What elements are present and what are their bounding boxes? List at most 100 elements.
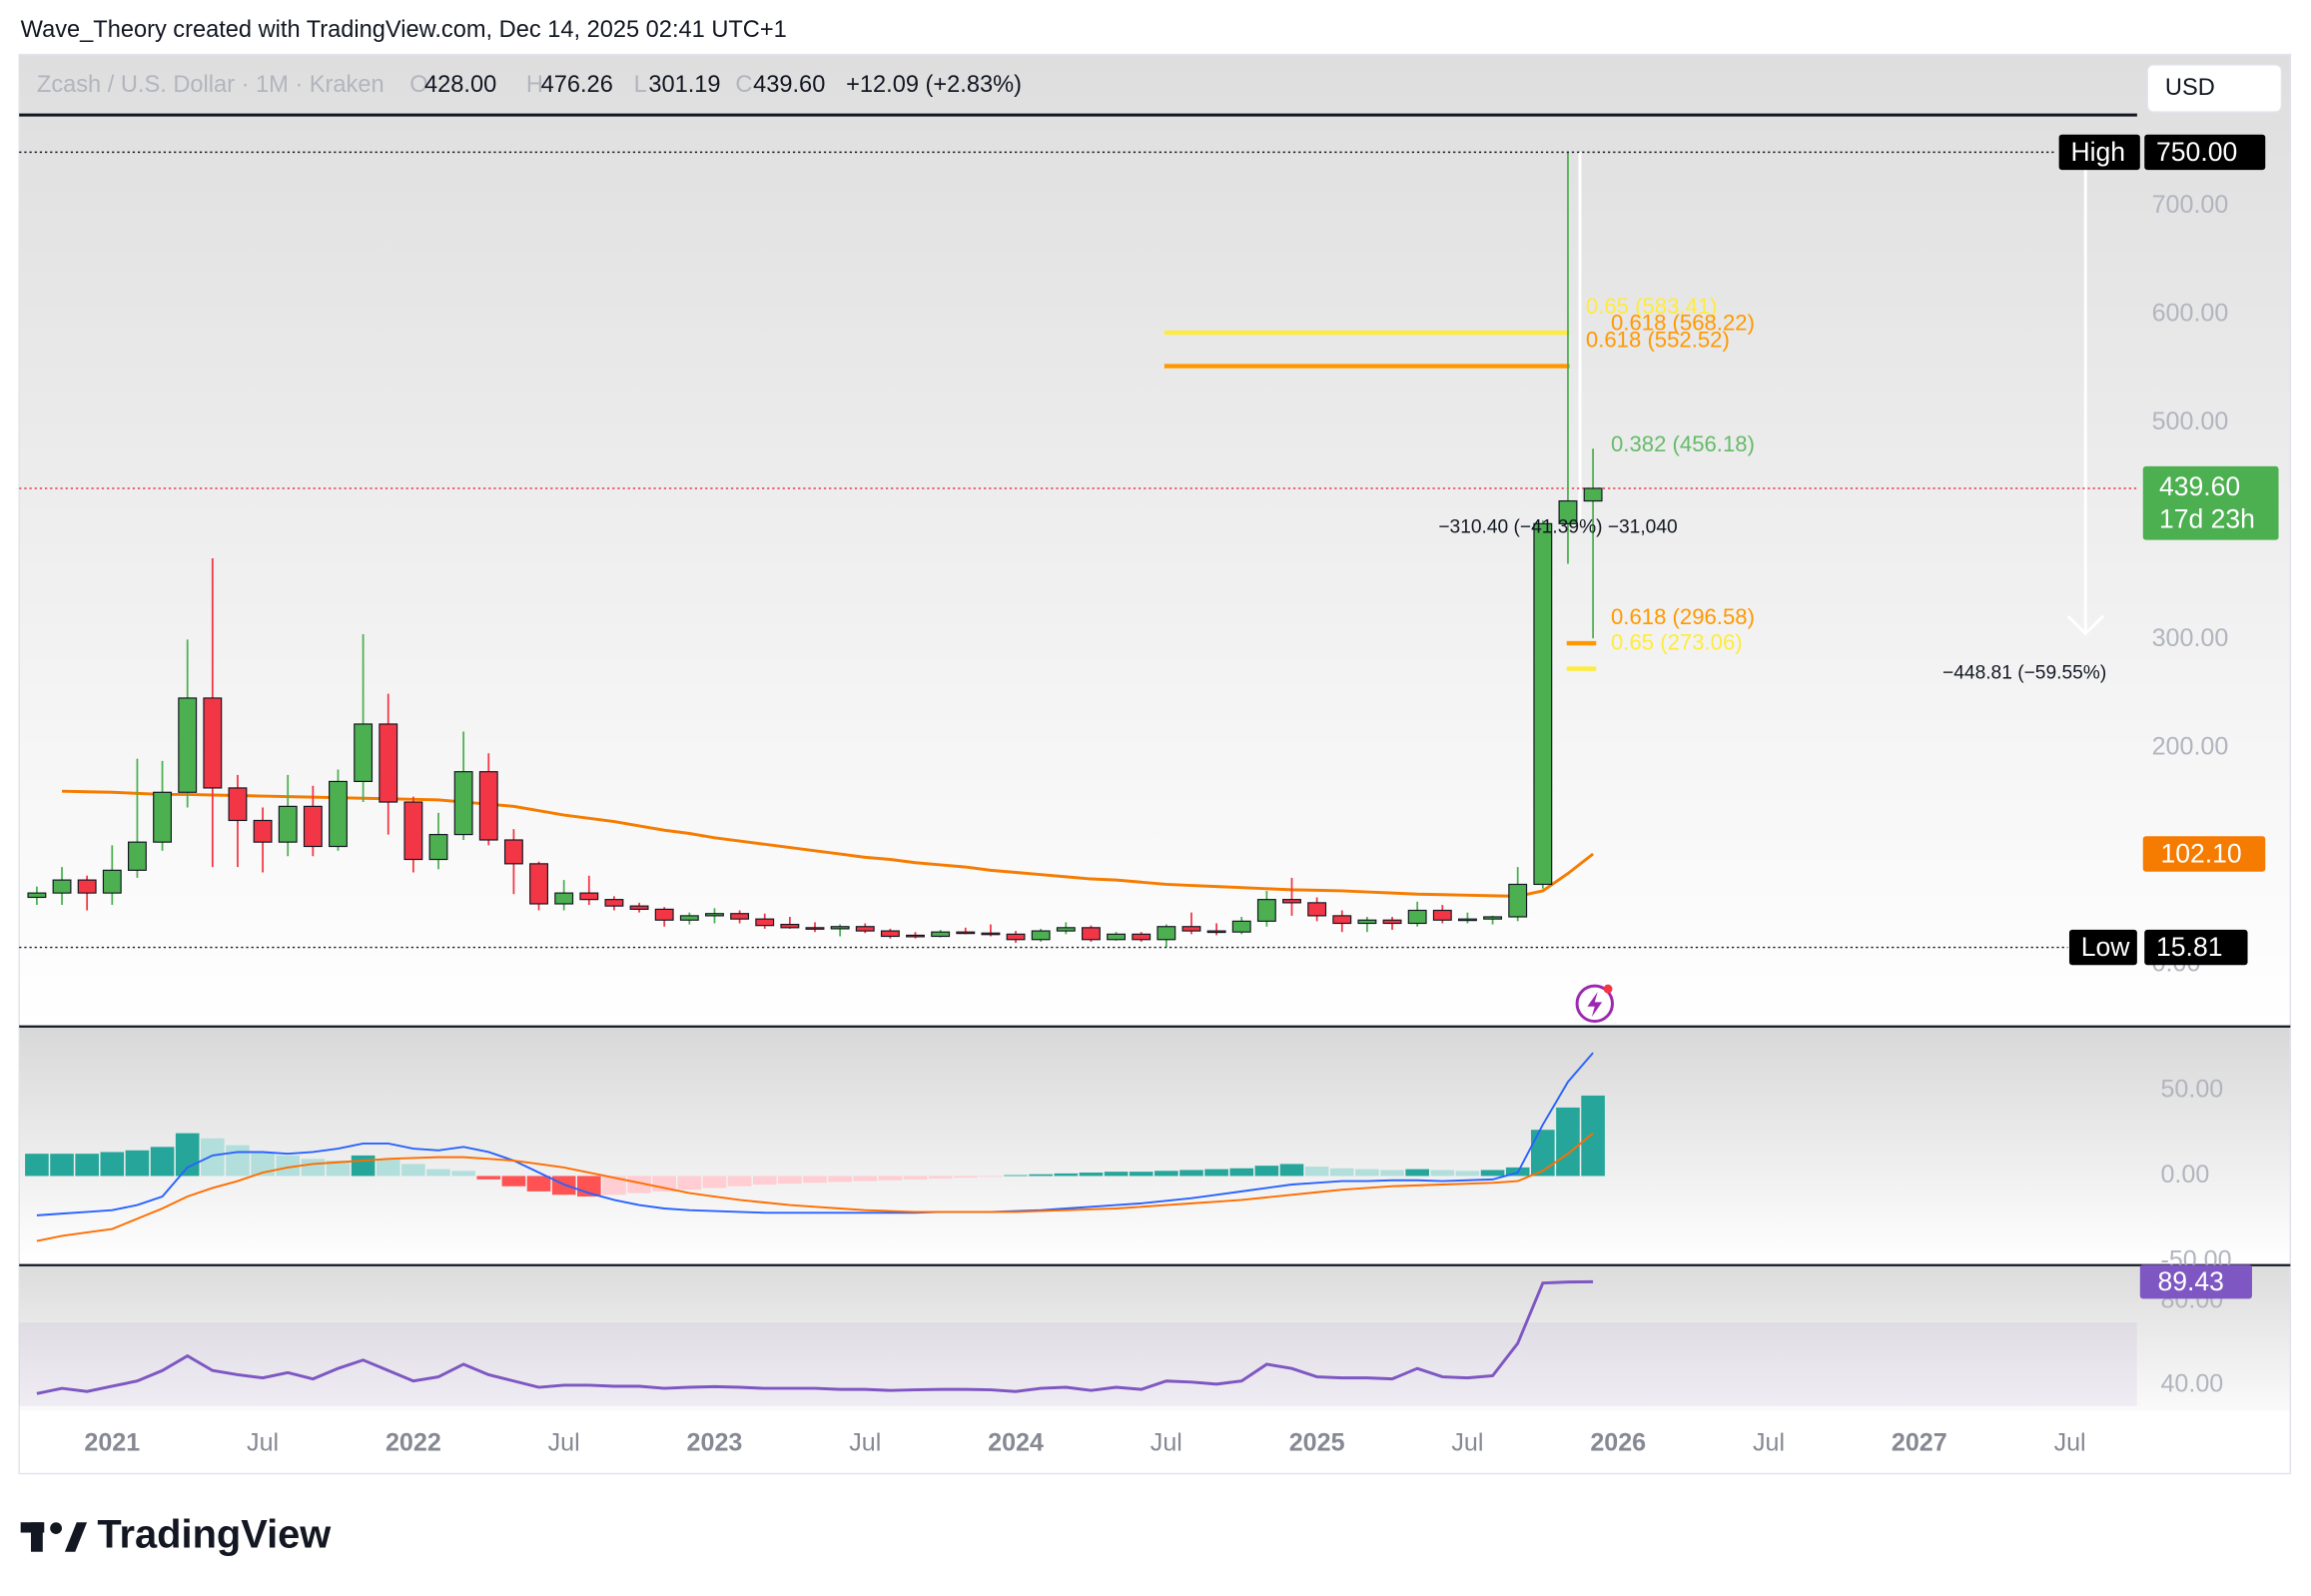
candle-body <box>453 771 473 836</box>
macd-bar <box>326 1161 351 1177</box>
macd-bar <box>125 1150 150 1177</box>
macd-bar <box>226 1145 250 1177</box>
macd-pane <box>19 1027 2291 1265</box>
candle-body <box>77 879 97 894</box>
macd-bar <box>727 1176 752 1187</box>
macd-bar <box>1104 1172 1129 1177</box>
candle-body <box>956 931 976 935</box>
macd-bar <box>878 1176 903 1181</box>
macd-bar <box>1054 1173 1079 1177</box>
candle-body <box>705 913 724 917</box>
macd-bar <box>1581 1095 1605 1177</box>
candle-body <box>906 934 925 938</box>
macd-bar <box>150 1147 175 1177</box>
candle-body <box>1107 933 1127 941</box>
candle-body <box>329 780 348 848</box>
candle-body <box>379 723 398 803</box>
rsi-line <box>36 1279 1594 1395</box>
macd-bar <box>1229 1168 1254 1177</box>
macd-line <box>36 1052 1594 1216</box>
currency-button[interactable] <box>2146 64 2283 113</box>
candle-body <box>27 892 47 899</box>
candle-body <box>228 787 248 822</box>
rsi-last: 89.43 <box>2158 1266 2224 1296</box>
macd-bar <box>1129 1172 1154 1177</box>
candle-body <box>654 908 674 921</box>
x-tick-label: Jul <box>1151 1429 1182 1457</box>
ma-last-box <box>2142 836 2266 872</box>
y-tick-label: 200.00 <box>2152 732 2229 760</box>
macd-bar <box>1455 1171 1480 1177</box>
candle-body <box>604 899 624 907</box>
candle-body <box>1056 927 1076 932</box>
y-tick-label: 700.00 <box>2152 191 2229 219</box>
macd-bar <box>451 1171 475 1177</box>
macd-bar <box>276 1155 301 1177</box>
candle-body <box>855 926 875 932</box>
macd-bar <box>928 1176 953 1180</box>
logo-part <box>30 1522 43 1552</box>
y-tick-label: 300.00 <box>2152 624 2229 652</box>
rsi-last-box <box>2139 1264 2252 1299</box>
macd-bar <box>903 1176 928 1180</box>
macd-bar <box>1279 1164 1304 1177</box>
macd-bar <box>627 1176 651 1194</box>
x-tick-label: 2021 <box>84 1429 140 1457</box>
macd-bar <box>979 1176 1003 1178</box>
candle-body <box>1382 919 1402 925</box>
candle-body <box>52 879 72 894</box>
macd-bar <box>201 1138 225 1177</box>
countdown: 17d 23h <box>2159 503 2255 533</box>
macd-bar <box>175 1133 200 1177</box>
chart-frame <box>18 53 2292 1475</box>
legend-key: O <box>409 72 427 98</box>
legend-value: 428.00 <box>424 72 496 98</box>
low-marker-text: Low <box>2081 932 2131 962</box>
candle-body <box>1457 918 1477 922</box>
x-tick-label: 2025 <box>1289 1429 1345 1457</box>
low-marker-text-box <box>2068 929 2137 966</box>
macd-bar <box>1556 1107 1580 1177</box>
macd-bar <box>526 1176 551 1192</box>
macd-bar <box>953 1176 978 1179</box>
macd-bar <box>401 1164 425 1177</box>
x-tick-label: 2024 <box>988 1429 1044 1457</box>
candle-body <box>1132 933 1152 941</box>
macd-bar <box>803 1176 827 1184</box>
currency[interactable]: USD <box>2165 75 2215 101</box>
event-dot <box>1603 984 1613 994</box>
candle-body <box>1156 926 1176 941</box>
macd-bar <box>1480 1170 1505 1177</box>
candle-body <box>503 839 523 865</box>
candle-body <box>403 801 423 861</box>
candle-body <box>1206 930 1226 934</box>
macd-bar <box>1304 1167 1329 1177</box>
legend-value: 439.60 <box>753 72 825 98</box>
macd-bar <box>752 1176 777 1186</box>
candle-body <box>153 791 173 843</box>
high-marker-text: High <box>2070 137 2125 167</box>
logo: TradingView <box>20 1513 332 1557</box>
candle-body <box>1256 899 1276 922</box>
candle-body <box>278 805 298 843</box>
high-marker-value-box <box>2144 134 2266 171</box>
last-price-box <box>2142 465 2279 540</box>
macd-bar <box>1355 1169 1379 1177</box>
logo-part <box>50 1522 62 1535</box>
signal-line <box>36 1132 1594 1242</box>
candle-body <box>203 697 223 789</box>
fib-label: 0.618 (552.52) <box>1586 327 1730 352</box>
macd-bar <box>301 1159 326 1177</box>
candle-body <box>1332 915 1352 925</box>
candle-body <box>1583 487 1603 502</box>
x-tick-label: 2027 <box>1892 1429 1947 1457</box>
candle-body <box>755 918 775 927</box>
macd-tick-label: 50.00 <box>2160 1075 2223 1103</box>
macd-bar <box>1380 1170 1404 1177</box>
x-tick-label: 2023 <box>687 1429 743 1457</box>
candle-body <box>1181 926 1201 932</box>
fib-label: 0.382 (456.18) <box>1611 431 1755 456</box>
macd-bar <box>426 1169 450 1177</box>
